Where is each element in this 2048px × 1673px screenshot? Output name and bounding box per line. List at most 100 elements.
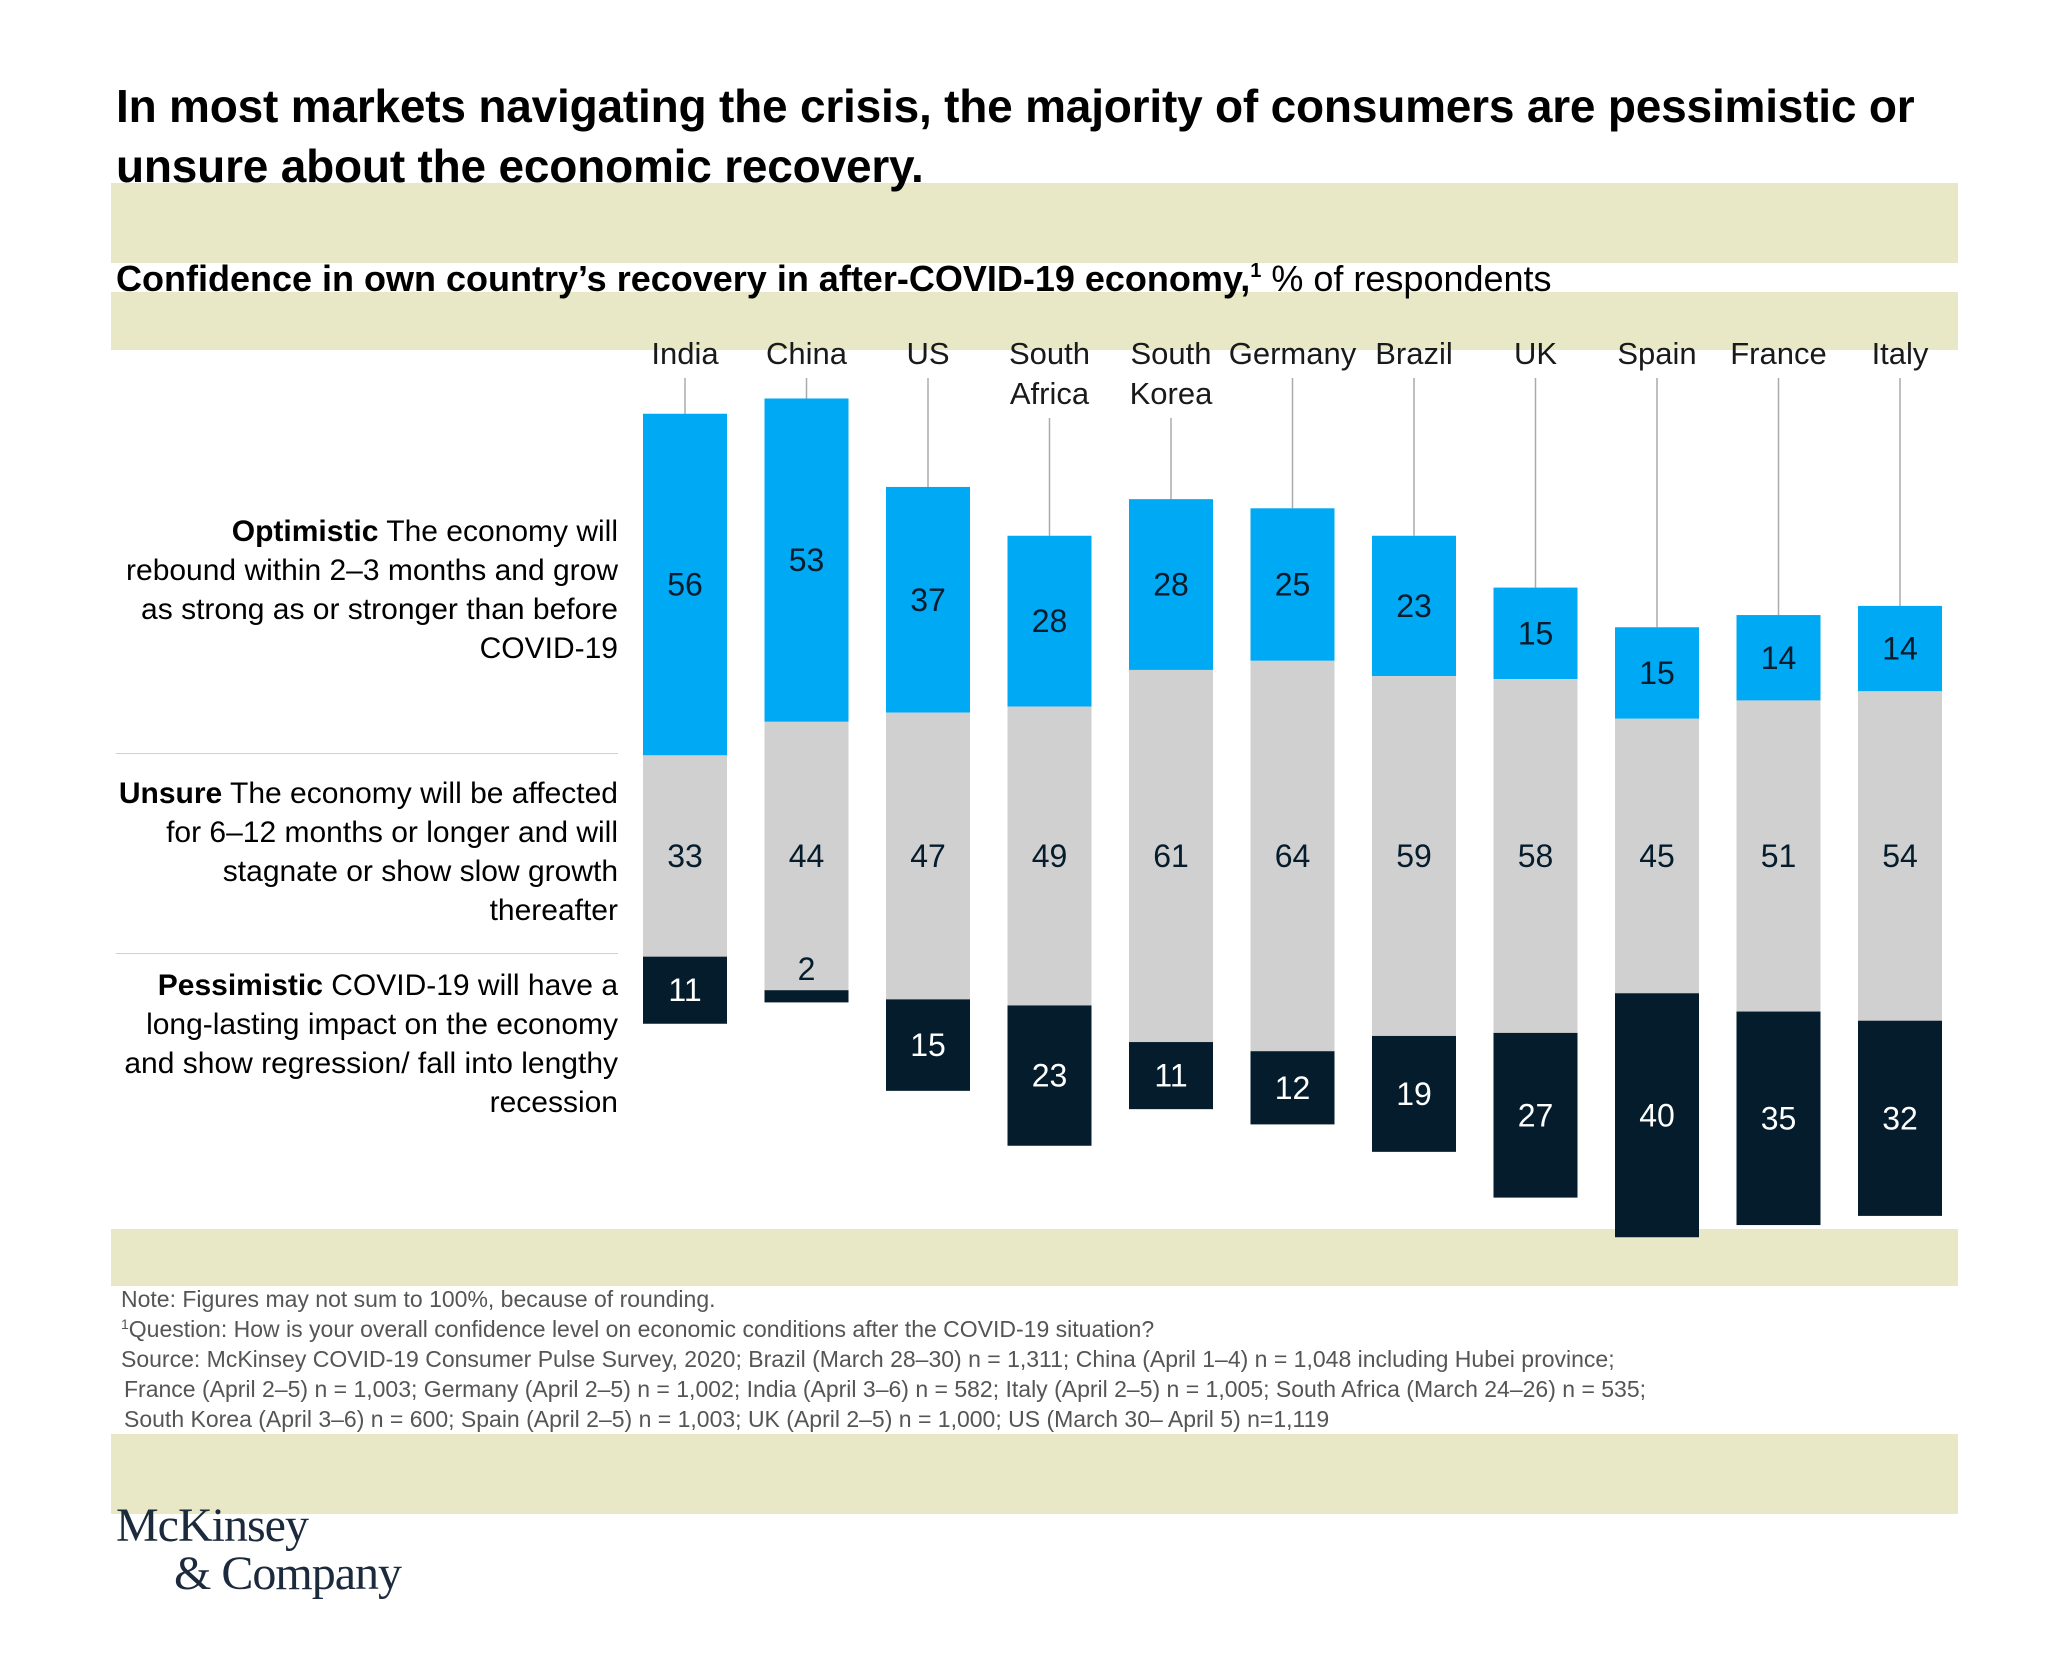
background-band xyxy=(111,183,1958,263)
bar-unsure xyxy=(643,755,727,957)
bar-optimistic xyxy=(1736,615,1821,701)
footnote-question-text: Question: How is your overall confidence… xyxy=(128,1316,1155,1342)
bar-optimistic xyxy=(1858,605,1942,692)
value-label-unsure: 44 xyxy=(789,838,825,874)
bar-pessimistic xyxy=(1129,1042,1213,1110)
logo-line-1: McKinsey xyxy=(116,1499,309,1552)
bar-unsure xyxy=(1615,718,1699,994)
bar-pessimistic xyxy=(1372,1035,1456,1152)
background-band xyxy=(111,1434,1958,1514)
legend-pessimistic-text: COVID-19 will have a long-lasting impact… xyxy=(124,969,618,1119)
value-label-unsure: 59 xyxy=(1396,838,1432,874)
bar-pessimistic xyxy=(1858,1020,1942,1216)
legend-unsure: Unsure The economy will be affected for … xyxy=(118,774,618,930)
bar-optimistic xyxy=(643,413,727,756)
bar-pessimistic xyxy=(1493,1032,1578,1198)
value-label-pessimistic: 32 xyxy=(1882,1100,1918,1136)
value-label-optimistic: 25 xyxy=(1275,567,1311,603)
category-label: Korea xyxy=(1130,376,1213,411)
value-label-pessimistic: 2 xyxy=(798,951,816,987)
legend-divider xyxy=(116,953,618,954)
value-label-pessimistic: 15 xyxy=(910,1027,946,1063)
value-label-unsure: 49 xyxy=(1032,838,1068,874)
footnote-note: Note: Figures may not sum to 100%, becau… xyxy=(121,1286,716,1312)
mckinsey-logo: McKinsey & Company xyxy=(116,1499,402,1600)
stacked-bar-chart: India 56 33 11 China 53 44 2 US 37 47 15 South Africa… xyxy=(643,336,1942,1238)
bar-pessimistic xyxy=(886,999,970,1091)
bar-optimistic xyxy=(764,398,849,722)
bar-pessimistic xyxy=(764,990,849,1003)
bar-unsure xyxy=(1858,691,1942,1021)
category-label: Germany xyxy=(1229,336,1357,371)
bar-unsure xyxy=(1250,660,1335,1052)
logo-line-2: & Company xyxy=(174,1547,402,1600)
footnote-source-line: France (April 2–5) n = 1,003; Germany (A… xyxy=(124,1376,1647,1402)
value-label-pessimistic: 23 xyxy=(1032,1058,1068,1094)
value-label-pessimistic: 11 xyxy=(1154,1058,1187,1094)
category-label: UK xyxy=(1514,336,1557,371)
legend-pessimistic-label: Pessimistic xyxy=(157,969,323,1002)
value-label-optimistic: 37 xyxy=(910,582,946,618)
category-label: France xyxy=(1730,336,1826,371)
value-label-optimistic: 28 xyxy=(1153,567,1189,603)
bar-unsure xyxy=(1736,700,1821,1012)
legend-divider xyxy=(116,753,618,754)
value-label-unsure: 64 xyxy=(1275,838,1311,874)
category-label: South xyxy=(1009,336,1090,371)
subtitle-footnote-mark: 1 xyxy=(1250,260,1262,282)
footnote-source-line: South Korea (April 3–6) n = 600; Spain (… xyxy=(124,1406,1330,1432)
value-label-optimistic: 53 xyxy=(789,542,825,578)
bar-pessimistic xyxy=(1736,1011,1821,1226)
legend-unsure-label: Unsure xyxy=(118,777,223,810)
value-label-unsure: 54 xyxy=(1882,838,1918,874)
legend-optimistic-label: Optimistic xyxy=(231,515,379,548)
category-label: China xyxy=(766,336,848,371)
legend-optimistic-text: The economy will rebound within 2–3 mont… xyxy=(126,515,618,665)
value-label-optimistic: 15 xyxy=(1639,655,1675,691)
bar-optimistic xyxy=(1372,535,1456,677)
bar-optimistic xyxy=(1129,499,1213,670)
footnotes: Note: Figures may not sum to 100%, becau… xyxy=(121,1284,1646,1434)
subtitle-unit: % of respondents xyxy=(1261,258,1552,299)
value-label-pessimistic: 19 xyxy=(1396,1076,1432,1112)
category-label: Brazil xyxy=(1375,336,1453,371)
legend-optimistic: Optimistic The economy will rebound with… xyxy=(118,512,618,668)
bar-optimistic xyxy=(1250,508,1335,661)
bar-pessimistic xyxy=(643,956,727,1024)
legend-pessimistic: Pessimistic COVID-19 will have a long-la… xyxy=(118,966,618,1122)
footnote-question: 1Question: How is your overall confidenc… xyxy=(121,1314,1646,1344)
category-label: Africa xyxy=(1010,376,1090,411)
value-label-pessimistic: 11 xyxy=(668,972,701,1008)
category-label: South xyxy=(1130,336,1211,371)
bar-unsure xyxy=(1007,706,1092,1006)
value-label-unsure: 45 xyxy=(1639,838,1675,874)
bar-optimistic xyxy=(886,486,970,713)
background-band xyxy=(111,292,1958,350)
value-label-unsure: 58 xyxy=(1518,838,1554,874)
value-label-optimistic: 15 xyxy=(1518,615,1554,651)
legend-unsure-text: The economy will be affected for 6–12 mo… xyxy=(166,777,618,927)
value-label-optimistic: 23 xyxy=(1396,588,1432,624)
category-label: Italy xyxy=(1872,336,1929,371)
category-label: India xyxy=(651,336,719,371)
footnote-mark: 1 xyxy=(121,1316,129,1332)
value-label-pessimistic: 40 xyxy=(1639,1097,1675,1133)
bar-pessimistic xyxy=(1007,1005,1092,1146)
subtitle-bold: Confidence in own country’s recovery in … xyxy=(116,258,1251,299)
value-label-pessimistic: 27 xyxy=(1518,1097,1554,1133)
bar-optimistic xyxy=(1493,587,1578,680)
category-label: Spain xyxy=(1617,336,1696,371)
value-label-unsure: 47 xyxy=(910,838,946,874)
value-label-unsure: 51 xyxy=(1761,838,1797,874)
bar-pessimistic xyxy=(1250,1051,1335,1125)
value-label-optimistic: 14 xyxy=(1882,631,1918,667)
background-band xyxy=(111,1229,1958,1286)
value-label-optimistic: 56 xyxy=(667,567,703,603)
value-label-optimistic: 14 xyxy=(1761,640,1797,676)
chart-subtitle: Confidence in own country’s recovery in … xyxy=(116,254,1552,304)
value-label-pessimistic: 12 xyxy=(1275,1070,1311,1106)
bar-unsure xyxy=(1372,676,1456,1036)
bar-pessimistic xyxy=(1615,993,1699,1238)
bar-unsure xyxy=(1493,679,1578,1033)
page-title: In most markets navigating the crisis, t… xyxy=(116,80,1915,192)
